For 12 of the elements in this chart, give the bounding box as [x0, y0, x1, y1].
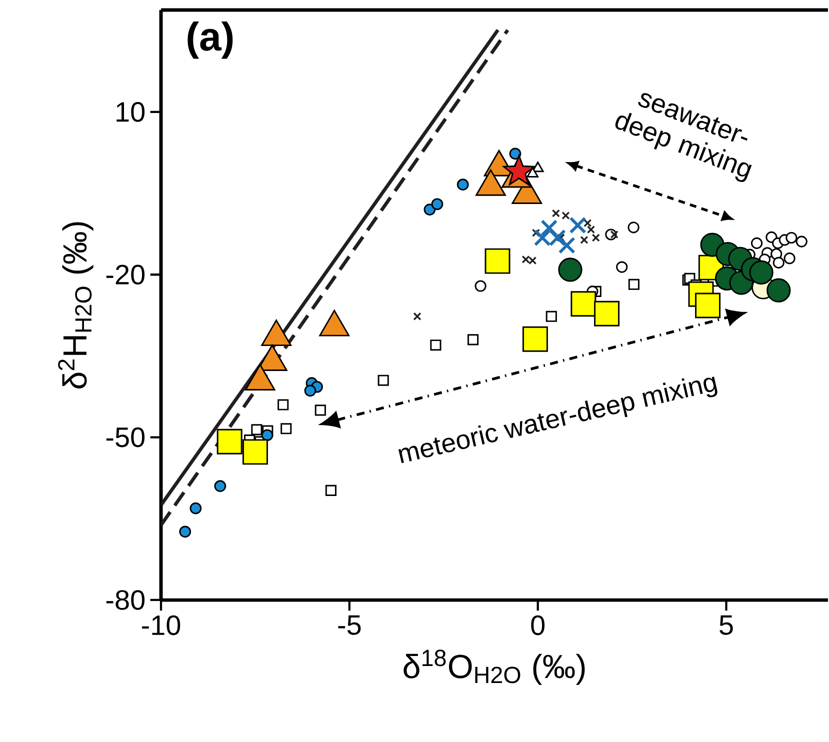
x-tick-label: -10	[142, 615, 180, 636]
x-axis-title: δ$^{18}$O$_{H2O}$ (‰)	[404, 650, 585, 685]
y-tick-label: 10	[116, 102, 145, 122]
y-axis-title: δ$^{2}$H$_{H2O}$ (‰)	[58, 222, 94, 388]
chart-title: (a)	[188, 21, 233, 59]
x-tick-label: 0	[531, 615, 545, 636]
annotation: meteoric water-deep mixing	[398, 376, 718, 464]
y-tick-label: -80	[106, 590, 145, 610]
y-tick-label: -50	[106, 427, 145, 448]
x-tick-label: -5	[338, 615, 361, 635]
y-tick-label: -20	[106, 264, 145, 285]
x-tick-label: 5	[720, 615, 733, 635]
